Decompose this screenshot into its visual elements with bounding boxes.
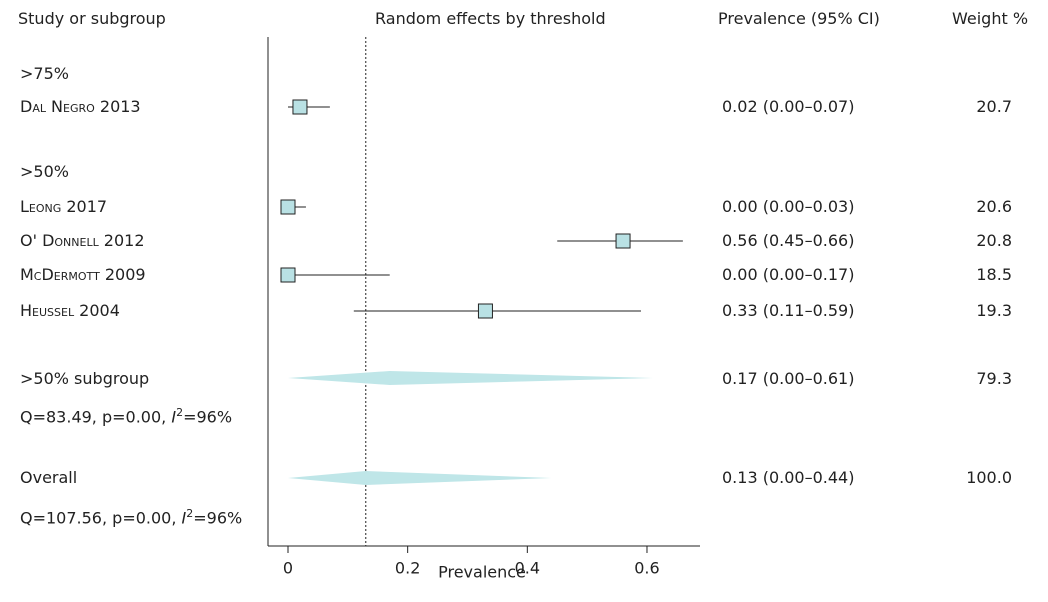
summary-label: Overall — [20, 468, 78, 487]
study-name: McDermott 2009 — [20, 265, 146, 284]
study-ci: 0.00 (0.00–0.03) — [722, 197, 855, 216]
study-marker — [615, 233, 631, 249]
study-weight: 20.6 — [976, 197, 1012, 216]
group-label: >75% — [20, 64, 69, 83]
study-ci: 0.02 (0.00–0.07) — [722, 97, 855, 116]
study-name: O' Donnell 2012 — [20, 231, 145, 250]
x-tick-label: 0.4 — [515, 559, 540, 578]
study-ci: 0.56 (0.45–0.66) — [722, 231, 855, 250]
x-axis-label: Prevalence — [438, 563, 526, 582]
summary-ci: 0.13 (0.00–0.44) — [722, 468, 855, 487]
header-prevalence: Prevalence (95% CI) — [718, 9, 880, 28]
study-name: Heussel 2004 — [20, 301, 120, 320]
x-tick-label: 0.6 — [634, 559, 659, 578]
x-tick-label: 0.2 — [395, 559, 420, 578]
study-weight: 18.5 — [976, 265, 1012, 284]
study-name: Leong 2017 — [20, 197, 108, 216]
group-label: >50% — [20, 162, 69, 181]
summary-weight: 79.3 — [976, 369, 1012, 388]
study-marker — [280, 199, 296, 215]
summary-diamond — [288, 371, 653, 385]
study-marker — [477, 303, 493, 319]
study-marker — [292, 99, 308, 115]
study-weight: 20.7 — [976, 97, 1012, 116]
x-tick-label: 0 — [283, 559, 293, 578]
summary-ci: 0.17 (0.00–0.61) — [722, 369, 855, 388]
header-study: Study or subgroup — [18, 9, 166, 28]
summary-stats: Q=83.49, p=0.00, I2=96% — [20, 406, 233, 427]
header-plot: Random effects by threshold — [375, 9, 606, 28]
study-marker — [280, 267, 296, 283]
summary-label: >50% subgroup — [20, 369, 150, 388]
study-weight: 20.8 — [976, 231, 1012, 250]
summary-stats: Q=107.56, p=0.00, I2=96% — [20, 507, 243, 528]
study-weight: 19.3 — [976, 301, 1012, 320]
study-name: Dal Negro 2013 — [20, 97, 141, 116]
study-ci: 0.33 (0.11–0.59) — [722, 301, 855, 320]
summary-diamond — [288, 471, 552, 485]
summary-weight: 100.0 — [966, 468, 1012, 487]
header-weight: Weight % — [952, 9, 1029, 28]
study-ci: 0.00 (0.00–0.17) — [722, 265, 855, 284]
